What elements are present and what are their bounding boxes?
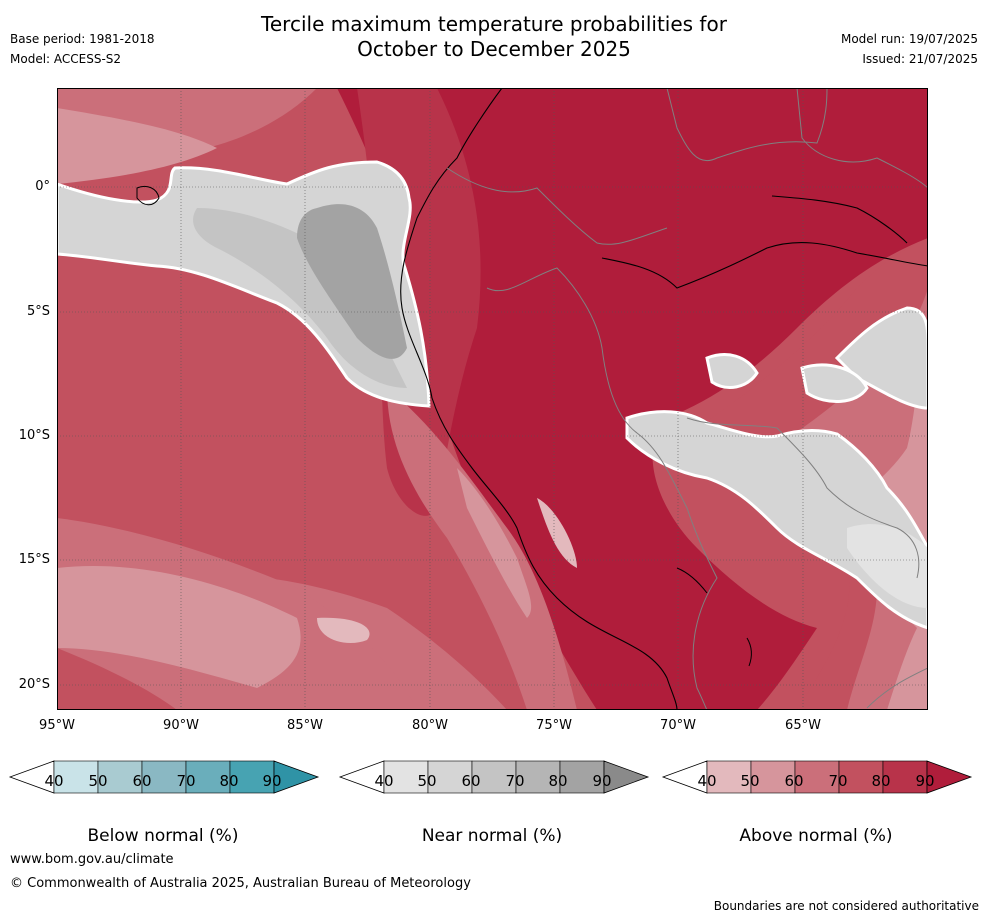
cb2-tick: 90: [915, 772, 935, 790]
near-normal-regions: [57, 160, 928, 630]
probability-map: [57, 88, 928, 710]
country-borders: [446, 88, 928, 710]
lon-label-90w: 90°W: [163, 718, 199, 733]
base-period: Base period: 1981-2018: [10, 32, 155, 46]
lon-label-65w: 65°W: [785, 718, 821, 733]
cb1-tick: 70: [505, 772, 525, 790]
cb0-tick: 80: [219, 772, 239, 790]
lon-label-85w: 85°W: [287, 718, 323, 733]
colorbar-segment: [515, 760, 561, 794]
chart-title: Tercile maximum temperature probabilitie…: [0, 12, 988, 62]
lon-label-80w: 80°W: [412, 718, 448, 733]
title-line-2: October to December 2025: [357, 37, 631, 61]
colorbar-segment: [141, 760, 187, 794]
graticule: [57, 88, 928, 710]
cb2-tick: 40: [697, 772, 717, 790]
issued-date: Issued: 21/07/2025: [862, 52, 978, 66]
cb2-tick: 70: [828, 772, 848, 790]
colorbar-2: [661, 760, 973, 794]
cb1-tick: 60: [461, 772, 481, 790]
colorbar-extend-high: [603, 760, 650, 794]
cb2-tick: 50: [740, 772, 760, 790]
cb0-tick: 90: [262, 772, 282, 790]
colorbar-segment: [53, 760, 99, 794]
cb0-tick: 70: [176, 772, 196, 790]
model-name: Model: ACCESS-S2: [10, 52, 122, 66]
cb0-tick: 40: [44, 772, 64, 790]
colorbar-1: [338, 760, 650, 794]
colorbar-segment: [706, 760, 752, 794]
colorbar-segment: [427, 760, 473, 794]
colorbar-set: [8, 760, 973, 794]
lat-label-15s: 15°S: [18, 552, 50, 567]
coastlines: [136, 88, 928, 710]
colorbar-segment: [229, 760, 275, 794]
colorbar-segment: [383, 760, 429, 794]
boundaries-note: Boundaries are not considered authoritat…: [713, 899, 979, 913]
colorbar-segment: [97, 760, 143, 794]
colorbar-segment: [750, 760, 796, 794]
lon-label-70w: 70°W: [660, 718, 696, 733]
cb2-tick: 60: [784, 772, 804, 790]
above-normal-label: Above normal (%): [739, 826, 893, 846]
cb1-tick: 90: [592, 772, 612, 790]
cb1-tick: 50: [417, 772, 437, 790]
colorbar-extend-high: [926, 760, 973, 794]
lat-label-20s: 20°S: [18, 677, 50, 692]
copyright: © Commonwealth of Australia 2025, Austra…: [10, 876, 471, 891]
cb0-tick: 50: [88, 772, 108, 790]
colorbar-extend-high: [273, 760, 320, 794]
meta-left: Base period: 1981-2018 Model: ACCESS-S2: [10, 29, 155, 69]
title-line-1: Tercile maximum temperature probabilitie…: [261, 12, 727, 36]
lon-label-95w: 95°W: [39, 718, 75, 733]
lat-label-10s: 10°S: [18, 428, 50, 443]
colorbar-segment: [471, 760, 517, 794]
cb1-tick: 80: [548, 772, 568, 790]
meta-right: Model run: 19/07/2025 Issued: 21/07/2025: [841, 29, 978, 69]
cb0-tick: 60: [132, 772, 152, 790]
lat-label-0: 0°: [35, 179, 50, 194]
map-frame: [57, 88, 928, 710]
colorbar-segment: [838, 760, 884, 794]
model-run: Model run: 19/07/2025: [840, 32, 978, 46]
cb2-tick: 80: [871, 772, 891, 790]
cb1-tick: 40: [374, 772, 394, 790]
lon-label-75w: 75°W: [536, 718, 572, 733]
colorbar-0: [8, 760, 320, 794]
website-link[interactable]: www.bom.gov.au/climate: [10, 852, 174, 867]
colorbar-segment: [185, 760, 231, 794]
colorbar-segment: [559, 760, 605, 794]
below-normal-label: Below normal (%): [87, 826, 239, 846]
lat-label-5s: 5°S: [26, 304, 50, 319]
colorbar-segment: [794, 760, 840, 794]
near-normal-label: Near normal (%): [421, 826, 563, 846]
